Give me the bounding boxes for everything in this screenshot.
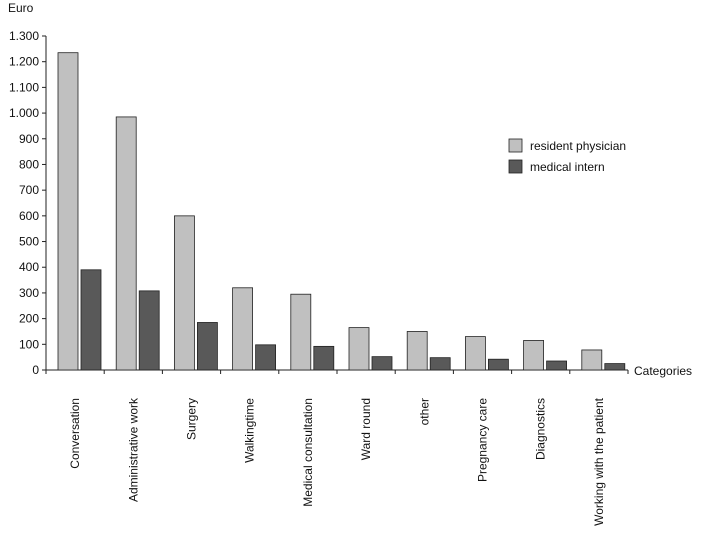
legend-swatch-resident-physician — [508, 138, 523, 153]
y-tick-label: 100 — [19, 337, 39, 351]
x-category-label: Diagnostics — [534, 398, 548, 460]
y-tick-label: 800 — [19, 157, 39, 171]
y-tick-label: 0 — [32, 363, 39, 377]
bar-resident-physician — [523, 340, 544, 371]
y-tick-label: 900 — [19, 132, 39, 146]
legend-swatch-medical-intern — [508, 159, 523, 174]
y-tick-label: 1.000 — [9, 106, 39, 120]
bar-medical-intern — [255, 344, 277, 371]
bar-medical-intern — [604, 363, 626, 371]
x-category-label: Conversation — [68, 398, 82, 469]
legend-label-medical-intern: medical intern — [530, 160, 605, 174]
bar-resident-physician — [406, 331, 428, 371]
y-tick-label: 1.300 — [9, 29, 39, 43]
x-category-label: Administrative work — [126, 397, 140, 502]
bar-medical-intern — [196, 322, 218, 371]
legend-label-resident-physician: resident physician — [530, 139, 626, 153]
plot-area: 0 100 200 300 400 500 600 700 800 900 1.000 1.100 1.… — [9, 29, 629, 526]
bar-resident-physician — [348, 327, 370, 371]
x-category-label: Walkingtime — [243, 398, 257, 463]
x-axis-title: Categories — [634, 364, 692, 378]
bar-medical-intern — [138, 290, 160, 371]
bar-medical-intern — [546, 360, 567, 371]
bar-medical-intern — [80, 269, 102, 371]
y-tick-label: 1.100 — [9, 80, 39, 94]
bar-resident-physician — [290, 293, 312, 371]
y-tick-label: 300 — [19, 286, 39, 300]
bar-resident-physician — [115, 116, 137, 371]
bar-resident-physician — [173, 215, 195, 371]
x-category-label: Surgery — [185, 398, 199, 440]
bar-medical-intern — [487, 358, 509, 371]
bar-resident-physician — [232, 287, 254, 371]
bar-resident-physician — [464, 336, 486, 371]
y-tick-label: 500 — [19, 235, 39, 249]
y-tick-label: 400 — [19, 260, 39, 274]
y-axis-title: Euro — [8, 1, 34, 15]
bar-medical-intern — [371, 356, 393, 371]
x-category-label: Ward round — [359, 398, 373, 460]
bar-resident-physician — [581, 349, 603, 371]
bar-medical-intern — [429, 357, 451, 371]
y-tick-label: 200 — [19, 312, 39, 326]
bar-resident-physician — [57, 52, 79, 371]
y-tick-label: 600 — [19, 209, 39, 223]
legend: resident physician medical intern — [508, 138, 626, 174]
x-category-label: Working with the patient — [592, 397, 606, 526]
y-tick-label: 700 — [19, 183, 39, 197]
x-category-label: other — [417, 398, 431, 425]
x-category-label: Pregnancy care — [476, 398, 490, 482]
y-tick-label: 1.200 — [9, 55, 39, 69]
x-category-label: Medical consultation — [301, 398, 315, 507]
bar-medical-intern — [313, 345, 335, 371]
